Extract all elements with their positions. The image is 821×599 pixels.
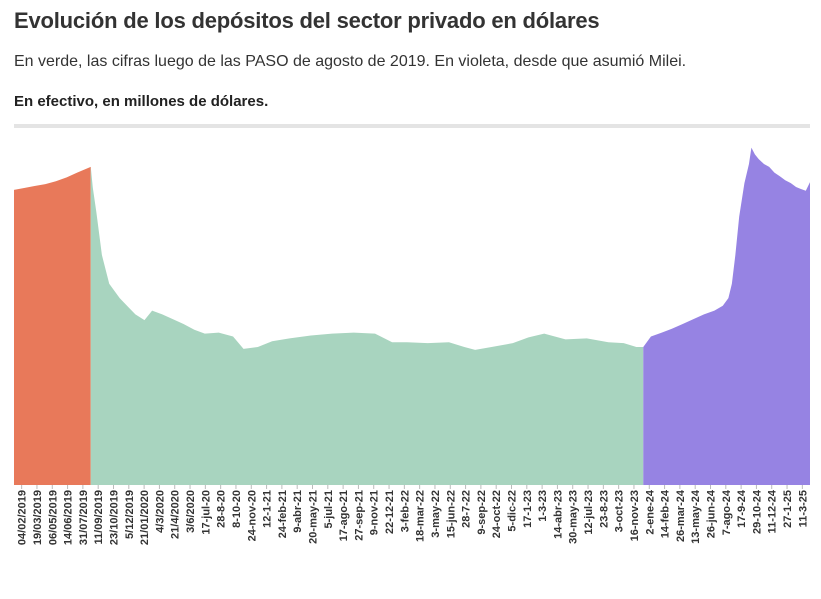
x-tick-label: 1-3-23 — [537, 490, 549, 522]
x-tick-label: 16-nov-23 — [629, 490, 641, 541]
x-tick-label: 24-oct-22 — [491, 490, 503, 538]
x-tick-label: 12-jul-23 — [583, 490, 595, 535]
chart-title: Evolución de los depósitos del sector pr… — [14, 8, 600, 33]
x-tick-label: 4/3/2020 — [154, 490, 166, 533]
chart-unit-note: En efectivo, en millones de dólares. — [14, 93, 269, 110]
x-tick-label: 5-jul-21 — [323, 490, 335, 529]
area-series-desde-que-asumio-milei — [643, 147, 810, 486]
area-series-group — [14, 147, 810, 486]
x-tick-label: 8-10-20 — [231, 490, 243, 528]
x-axis: 04/02/2019 19/03/2019 06/05/2019 14/06/2019… — [17, 485, 809, 545]
x-tick-label: 17-ago-21 — [338, 490, 350, 541]
x-tick-label: 27-1-25 — [782, 490, 794, 528]
area-series-despues-de-las-paso — [90, 166, 644, 485]
x-tick-label: 27-sep-21 — [353, 490, 365, 541]
header-divider — [14, 124, 810, 128]
x-tick-label: 17-jul-20 — [200, 490, 212, 535]
x-tick-label: 18-mar-22 — [415, 490, 427, 542]
x-tick-label: 14-feb-24 — [660, 489, 672, 538]
x-tick-label: 21/4/2020 — [170, 490, 182, 539]
x-tick-label: 21/01/2020 — [139, 490, 151, 545]
x-tick-label: 3-may-22 — [430, 490, 442, 538]
x-tick-label: 06/05/2019 — [47, 490, 59, 545]
x-tick-label: 9-sep-22 — [476, 490, 488, 535]
x-tick-label: 12-1-21 — [262, 490, 274, 528]
x-tick-label: 20-may-21 — [308, 490, 320, 544]
x-tick-label: 17-1-23 — [522, 490, 534, 528]
x-tick-label: 14/06/2019 — [63, 490, 75, 545]
x-tick-label: 5-dic-22 — [507, 490, 519, 532]
x-tick-label: 22-12-21 — [384, 490, 396, 534]
x-tick-label: 17-9-24 — [736, 489, 748, 528]
x-tick-label: 3/6/2020 — [185, 490, 197, 533]
x-tick-label: 26-jun-24 — [706, 489, 718, 538]
x-tick-label: 2-ene-24 — [644, 489, 656, 535]
x-tick-label: 3-oct-23 — [614, 490, 626, 532]
area-series-antes-de-las-paso — [14, 166, 91, 485]
x-tick-label: 23-8-23 — [598, 490, 610, 528]
x-tick-label: 23/10/2019 — [109, 490, 121, 545]
chart-subtitle: En verde, las cifras luego de las PASO d… — [14, 53, 687, 70]
x-tick-label: 14-abr-23 — [552, 490, 564, 539]
x-tick-label: 19/03/2019 — [32, 490, 44, 545]
x-tick-label: 13-may-24 — [690, 489, 702, 544]
x-tick-label: 24-feb-21 — [277, 490, 289, 538]
x-tick-label: 28-8-20 — [216, 490, 228, 528]
x-tick-label: 28-7-22 — [461, 490, 473, 528]
x-tick-label: 3-feb-22 — [399, 490, 411, 532]
x-tick-label: 9-abr-21 — [292, 490, 304, 533]
x-tick-label: 5/12/2019 — [124, 490, 136, 539]
x-tick-label: 11-12-24 — [767, 489, 779, 533]
x-tick-label: 11/09/2019 — [93, 490, 105, 544]
x-tick-label: 30-may-23 — [568, 490, 580, 544]
x-tick-label: 7-ago-24 — [721, 489, 733, 535]
x-tick-label: 11-3-25 — [797, 490, 809, 527]
x-tick-label: 04/02/2019 — [17, 490, 29, 545]
x-tick-label: 29-10-24 — [751, 489, 763, 534]
x-tick-label: 24-nov-20 — [246, 490, 258, 541]
x-tick-label: 31/07/2019 — [78, 490, 90, 545]
x-tick-label: 15-jun-22 — [445, 490, 457, 538]
x-tick-label: 26-mar-24 — [675, 489, 687, 542]
x-tick-label: 9-nov-21 — [369, 490, 381, 535]
